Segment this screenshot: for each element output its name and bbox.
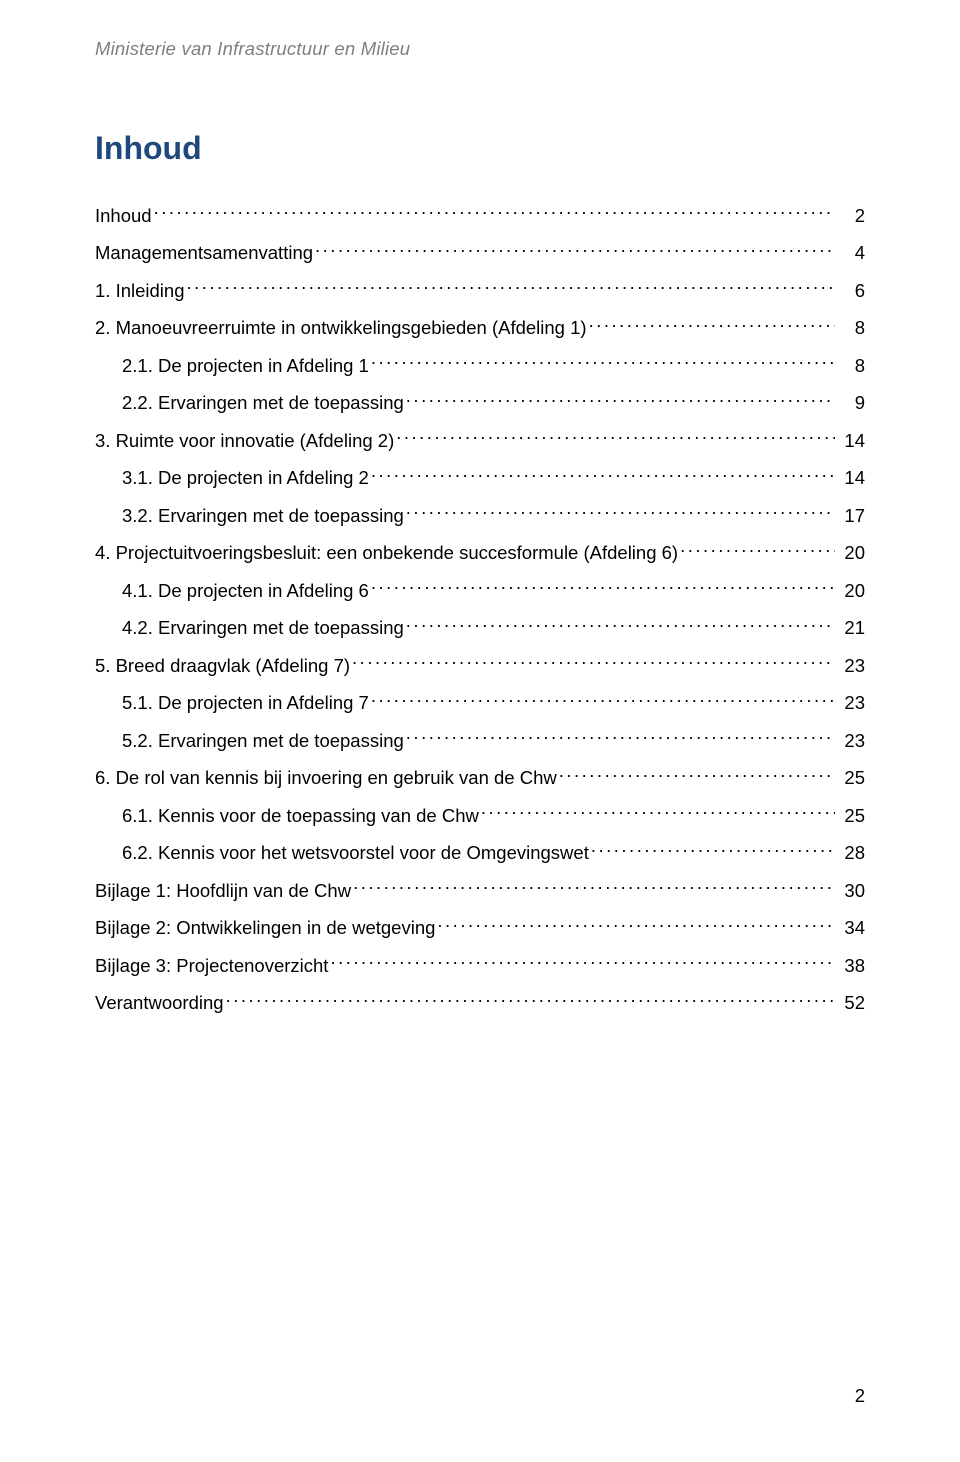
toc-label: 5.1. De projecten in Afdeling 7 (95, 694, 369, 713)
toc-page: 6 (837, 282, 865, 301)
toc-row: Bijlage 3: Projectenoverzicht 38 (95, 953, 865, 975)
toc-label: 4.1. De projecten in Afdeling 6 (95, 582, 369, 601)
toc-row: 5.1. De projecten in Afdeling 7 23 (95, 691, 865, 713)
page-number: 2 (855, 1385, 865, 1407)
toc-row: Managementsamenvatting 4 (95, 241, 865, 263)
toc-label: 4. Projectuitvoeringsbesluit: een onbeke… (95, 544, 678, 563)
toc-leader-dots (481, 803, 835, 822)
toc-label: Bijlage 3: Projectenoverzicht (95, 957, 328, 976)
toc-page: 23 (837, 657, 865, 676)
toc-leader-dots (559, 766, 835, 785)
toc-leader-dots (353, 878, 835, 897)
toc-row: Bijlage 1: Hoofdlijn van de Chw 30 (95, 878, 865, 900)
toc-label: 2.1. De projecten in Afdeling 1 (95, 357, 369, 376)
toc-label: 1. Inleiding (95, 282, 184, 301)
toc-page: 52 (837, 994, 865, 1013)
ministry-header: Ministerie van Infrastructuur en Milieu (95, 38, 865, 60)
toc-leader-dots (371, 691, 835, 710)
toc-page: 38 (837, 957, 865, 976)
toc-row: 4.1. De projecten in Afdeling 6 20 (95, 578, 865, 600)
toc-leader-dots (589, 316, 835, 335)
toc-page: 28 (837, 844, 865, 863)
toc-page: 34 (837, 919, 865, 938)
toc-row: 3. Ruimte voor innovatie (Afdeling 2) 14 (95, 428, 865, 450)
toc-leader-dots (437, 916, 835, 935)
toc-page: 9 (837, 394, 865, 413)
toc-label: 3.1. De projecten in Afdeling 2 (95, 469, 369, 488)
toc-leader-dots (680, 541, 835, 560)
toc-leader-dots (226, 991, 835, 1010)
toc-leader-dots (352, 653, 835, 672)
toc-page: 25 (837, 807, 865, 826)
toc-leader-dots (186, 278, 835, 297)
toc-leader-dots (154, 203, 835, 222)
toc-label: Verantwoording (95, 994, 224, 1013)
toc-page: 8 (837, 357, 865, 376)
toc-leader-dots (330, 953, 835, 972)
toc-label: 6.1. Kennis voor de toepassing van de Ch… (95, 807, 479, 826)
toc-page: 20 (837, 544, 865, 563)
toc-leader-dots (406, 391, 835, 410)
toc-label: Bijlage 2: Ontwikkelingen in de wetgevin… (95, 919, 435, 938)
toc-label: 6.2. Kennis voor het wetsvoorstel voor d… (95, 844, 589, 863)
toc-row: 5.2. Ervaringen met de toepassing 23 (95, 728, 865, 750)
toc-page: 30 (837, 882, 865, 901)
toc-row: 2. Manoeuvreerruimte in ontwikkelingsgeb… (95, 316, 865, 338)
toc-page: 17 (837, 507, 865, 526)
toc-label: 2.2. Ervaringen met de toepassing (95, 394, 404, 413)
toc-row: 2.2. Ervaringen met de toepassing 9 (95, 391, 865, 413)
toc-leader-dots (406, 728, 835, 747)
toc-page: 20 (837, 582, 865, 601)
toc-label: 5. Breed draagvlak (Afdeling 7) (95, 657, 350, 676)
toc-label: 3.2. Ervaringen met de toepassing (95, 507, 404, 526)
toc-leader-dots (371, 578, 835, 597)
toc-page: 21 (837, 619, 865, 638)
toc-leader-dots (371, 353, 835, 372)
toc-page: 14 (837, 432, 865, 451)
toc-label: 4.2. Ervaringen met de toepassing (95, 619, 404, 638)
toc-label: Bijlage 1: Hoofdlijn van de Chw (95, 882, 351, 901)
toc-row: 1. Inleiding 6 (95, 278, 865, 300)
toc-page: 23 (837, 694, 865, 713)
toc-row: 2.1. De projecten in Afdeling 1 8 (95, 353, 865, 375)
toc-row: 6. De rol van kennis bij invoering en ge… (95, 766, 865, 788)
toc-row: 4. Projectuitvoeringsbesluit: een onbeke… (95, 541, 865, 563)
toc-label: 3. Ruimte voor innovatie (Afdeling 2) (95, 432, 394, 451)
toc-row: Bijlage 2: Ontwikkelingen in de wetgevin… (95, 916, 865, 938)
toc-leader-dots (396, 428, 835, 447)
toc-row: Inhoud 2 (95, 203, 865, 225)
toc-leader-dots (406, 503, 835, 522)
toc-page: 25 (837, 769, 865, 788)
toc-row: 5. Breed draagvlak (Afdeling 7) 23 (95, 653, 865, 675)
toc-page: 23 (837, 732, 865, 751)
toc-leader-dots (406, 616, 835, 635)
toc-label: Inhoud (95, 207, 152, 226)
toc-page: 14 (837, 469, 865, 488)
toc-label: Managementsamenvatting (95, 244, 313, 263)
toc-row: 6.2. Kennis voor het wetsvoorstel voor d… (95, 841, 865, 863)
toc-label: 5.2. Ervaringen met de toepassing (95, 732, 404, 751)
toc-label: 2. Manoeuvreerruimte in ontwikkelingsgeb… (95, 319, 587, 338)
toc-page: 8 (837, 319, 865, 338)
toc-row: 3.2. Ervaringen met de toepassing 17 (95, 503, 865, 525)
toc-leader-dots (371, 466, 835, 485)
toc-row: Verantwoording 52 (95, 991, 865, 1013)
toc-leader-dots (591, 841, 835, 860)
toc-page: 4 (837, 244, 865, 263)
toc-label: 6. De rol van kennis bij invoering en ge… (95, 769, 557, 788)
toc-row: 3.1. De projecten in Afdeling 2 14 (95, 466, 865, 488)
toc-row: 4.2. Ervaringen met de toepassing 21 (95, 616, 865, 638)
page-title: Inhoud (95, 130, 865, 167)
toc-row: 6.1. Kennis voor de toepassing van de Ch… (95, 803, 865, 825)
table-of-contents: Inhoud 2 Managementsamenvatting 4 1. Inleidi… (95, 203, 865, 1013)
toc-page: 2 (837, 207, 865, 226)
page-container: Ministerie van Infrastructuur en Milieu … (0, 0, 960, 1013)
toc-leader-dots (315, 241, 835, 260)
